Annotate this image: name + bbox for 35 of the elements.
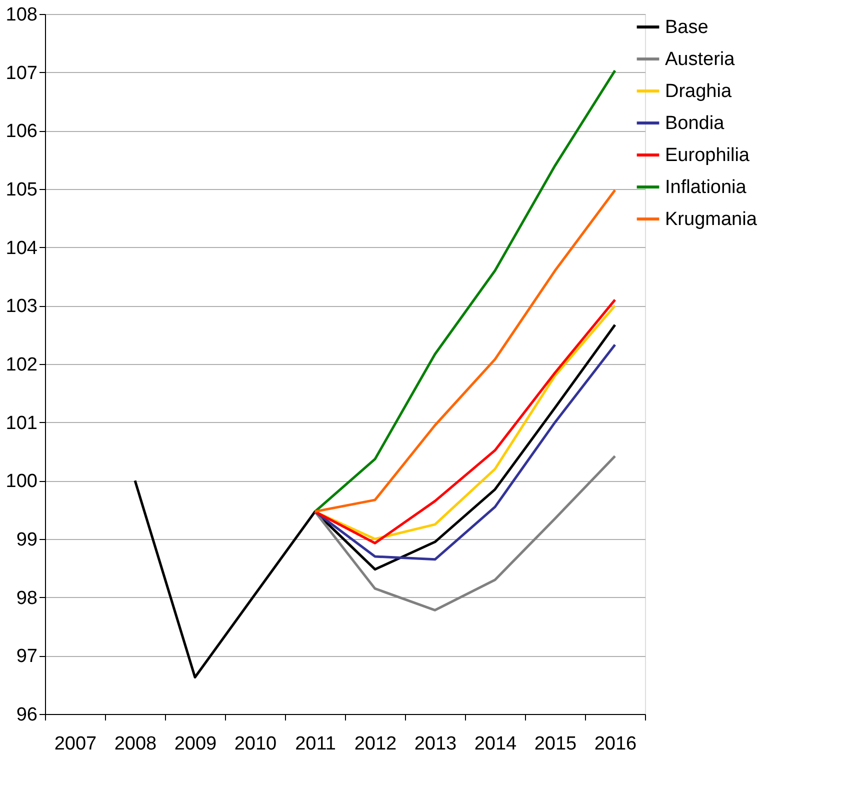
x-tick-label: 2016 bbox=[594, 734, 637, 754]
y-tick-label: 107 bbox=[6, 62, 38, 84]
y-tick-label: 96 bbox=[16, 704, 38, 726]
line-series bbox=[314, 344, 616, 561]
y-tick-label: 97 bbox=[16, 646, 38, 668]
line-series bbox=[134, 324, 616, 678]
line-series bbox=[314, 188, 616, 513]
y-tick-label: 103 bbox=[6, 296, 38, 318]
y-tick-label: 98 bbox=[16, 588, 38, 609]
x-tick-label: 2011 bbox=[295, 734, 336, 754]
y-tick-label: 101 bbox=[6, 412, 38, 434]
x-tick-label: 2013 bbox=[414, 734, 457, 754]
legend-label: Bondia bbox=[665, 113, 725, 134]
x-tick-label: 2010 bbox=[234, 734, 277, 754]
legend-label: Draghia bbox=[665, 81, 732, 102]
y-tick-label: 105 bbox=[6, 180, 38, 200]
y-tick-label: 100 bbox=[6, 471, 38, 492]
x-tick-label: 2009 bbox=[174, 734, 217, 754]
y-tick-label: 99 bbox=[16, 530, 38, 550]
x-tick-label: 2014 bbox=[474, 734, 518, 754]
y-tick-label: 102 bbox=[6, 354, 38, 376]
legend-label: Base bbox=[665, 17, 708, 38]
y-tick-label: 108 bbox=[6, 4, 38, 26]
x-tick-label: 2007 bbox=[54, 734, 97, 754]
x-tick-label: 2008 bbox=[114, 734, 157, 754]
legend-label: Inflationia bbox=[665, 177, 747, 198]
x-tick-label: 2015 bbox=[534, 734, 577, 754]
legend-label: Austeria bbox=[665, 49, 736, 70]
legend-label: Europhilia bbox=[665, 145, 750, 166]
y-tick-label: 104 bbox=[6, 238, 38, 259]
line-series bbox=[314, 69, 616, 513]
line-series bbox=[314, 454, 616, 612]
legend-label: Krugmania bbox=[665, 209, 758, 230]
y-tick-label: 106 bbox=[6, 121, 38, 142]
x-tick-label: 2012 bbox=[354, 734, 397, 754]
